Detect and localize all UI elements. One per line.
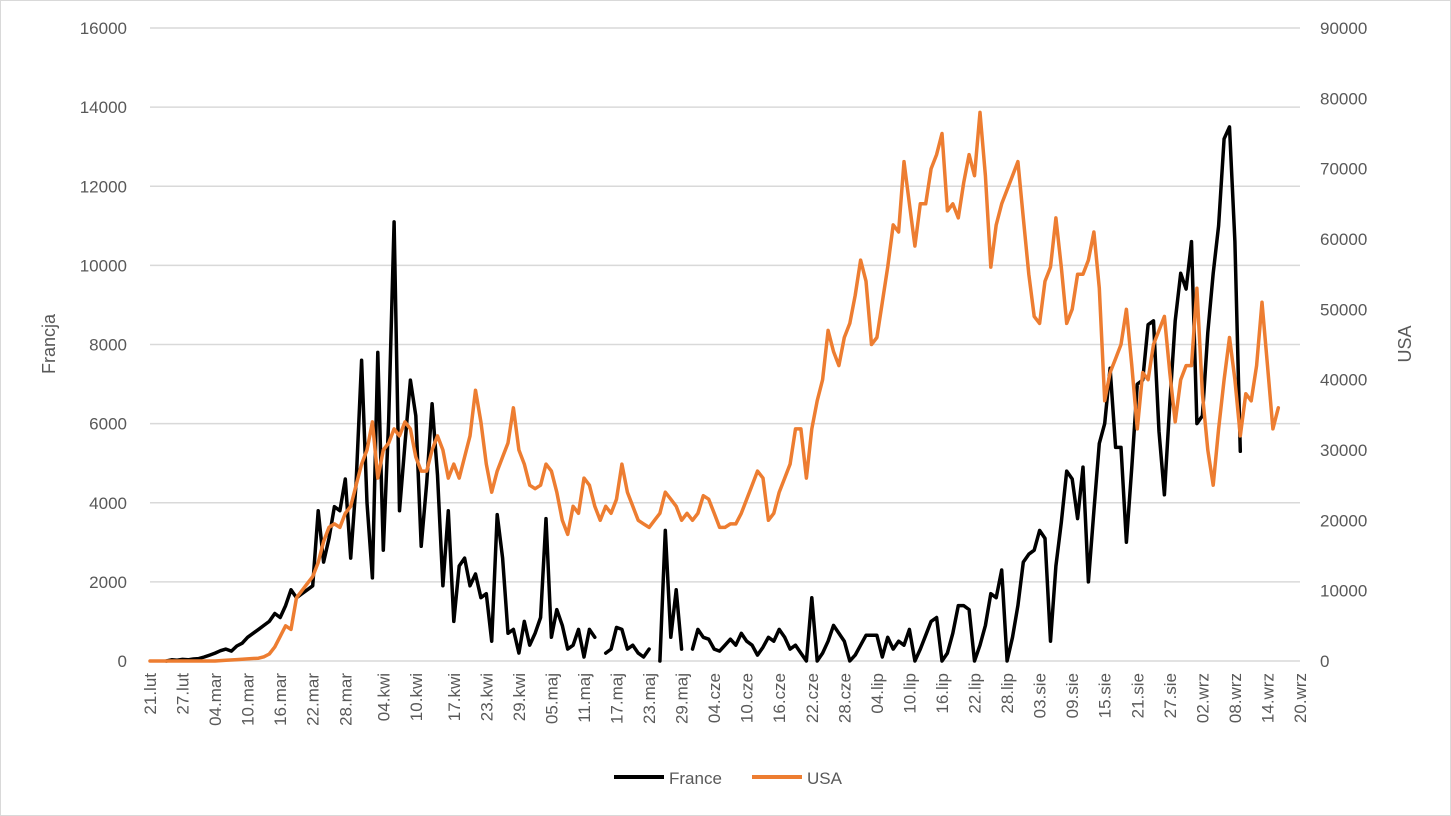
x-tick-label: 15.sie — [1096, 673, 1115, 718]
right-axis-title: USA — [1395, 325, 1415, 362]
x-tick-label: 16.mar — [271, 673, 290, 726]
left-axis-title: Francja — [39, 313, 59, 374]
x-tick-label: 04.mar — [206, 673, 225, 726]
series-line-segment — [603, 625, 651, 659]
right-tick-label: 50000 — [1320, 300, 1367, 319]
x-tick-label: 10.mar — [239, 673, 258, 726]
x-tick-label: 29.kwi — [510, 673, 529, 721]
x-tick-label: 17.maj — [608, 673, 627, 724]
x-tick-label: 28.mar — [336, 673, 355, 726]
x-tick-label: 03.sie — [1031, 673, 1050, 718]
x-tick-label: 10.cze — [738, 673, 757, 723]
x-tick-label: 27.sie — [1161, 673, 1180, 718]
series-line-segment — [164, 220, 597, 663]
legend: France USA — [614, 769, 843, 788]
left-tick-label: 14000 — [80, 98, 127, 117]
left-axis-ticks: 0 2000 4000 6000 8000 10000 12000 14000 16000 — [80, 19, 127, 671]
x-tick-label: 04.kwi — [374, 673, 393, 721]
x-tick-label: 10.lip — [900, 673, 919, 714]
right-tick-label: 40000 — [1320, 371, 1367, 390]
series-line-segment — [658, 528, 684, 663]
x-tick-label: 09.sie — [1063, 673, 1082, 718]
x-tick-label: 22.cze — [803, 673, 822, 723]
series-line-segment — [148, 110, 1281, 663]
legend-label-usa: USA — [807, 769, 843, 788]
right-tick-label: 10000 — [1320, 582, 1367, 601]
left-tick-label: 2000 — [89, 573, 127, 592]
right-tick-label: 60000 — [1320, 230, 1367, 249]
x-axis-ticks: 21.lut 27.lut 04.mar 10.mar 16.mar 22.mar 28.m… — [141, 673, 1310, 726]
x-tick-label: 04.lip — [868, 673, 887, 714]
x-tick-label: 08.wrz — [1226, 673, 1245, 723]
left-tick-label: 16000 — [80, 19, 127, 38]
x-tick-label: 14.wrz — [1258, 673, 1277, 723]
left-tick-label: 6000 — [89, 415, 127, 434]
x-tick-label: 27.lut — [174, 673, 193, 715]
left-tick-label: 10000 — [80, 256, 127, 275]
right-tick-label: 20000 — [1320, 511, 1367, 530]
x-tick-label: 22.mar — [304, 673, 323, 726]
right-tick-label: 0 — [1320, 652, 1329, 671]
x-tick-label: 16.lip — [933, 673, 952, 714]
gridlines — [150, 27, 1300, 583]
series-line-segment — [690, 125, 1243, 663]
right-tick-label: 70000 — [1320, 160, 1367, 179]
x-tick-label: 28.lip — [998, 673, 1017, 714]
x-tick-label: 21.lut — [141, 673, 160, 715]
left-tick-label: 12000 — [80, 177, 127, 196]
left-tick-label: 4000 — [89, 494, 127, 513]
right-tick-label: 80000 — [1320, 89, 1367, 108]
x-tick-label: 23.kwi — [477, 673, 496, 721]
x-tick-label: 23.maj — [640, 673, 659, 724]
right-tick-label: 90000 — [1320, 19, 1367, 38]
series-usa — [148, 110, 1281, 663]
x-tick-label: 04.cze — [705, 673, 724, 723]
x-tick-label: 28.cze — [835, 673, 854, 723]
x-tick-label: 17.kwi — [445, 673, 464, 721]
legend-label-france: France — [669, 769, 722, 788]
series-france — [164, 125, 1243, 663]
left-tick-label: 0 — [118, 652, 127, 671]
x-tick-label: 20.wrz — [1291, 673, 1310, 723]
series-layer — [148, 110, 1281, 663]
left-tick-label: 8000 — [89, 336, 127, 355]
x-tick-label: 21.sie — [1128, 673, 1147, 718]
x-tick-label: 16.cze — [770, 673, 789, 723]
x-tick-label: 22.lip — [966, 673, 985, 714]
x-tick-label: 10.kwi — [407, 673, 426, 721]
x-tick-label: 02.wrz — [1193, 673, 1212, 723]
x-tick-label: 29.maj — [673, 673, 692, 724]
right-axis-ticks: 0 10000 20000 30000 40000 50000 60000 70000 8000… — [1320, 19, 1367, 671]
x-tick-label: 05.maj — [542, 673, 561, 724]
x-tick-label: 11.maj — [575, 673, 594, 723]
right-tick-label: 30000 — [1320, 441, 1367, 460]
